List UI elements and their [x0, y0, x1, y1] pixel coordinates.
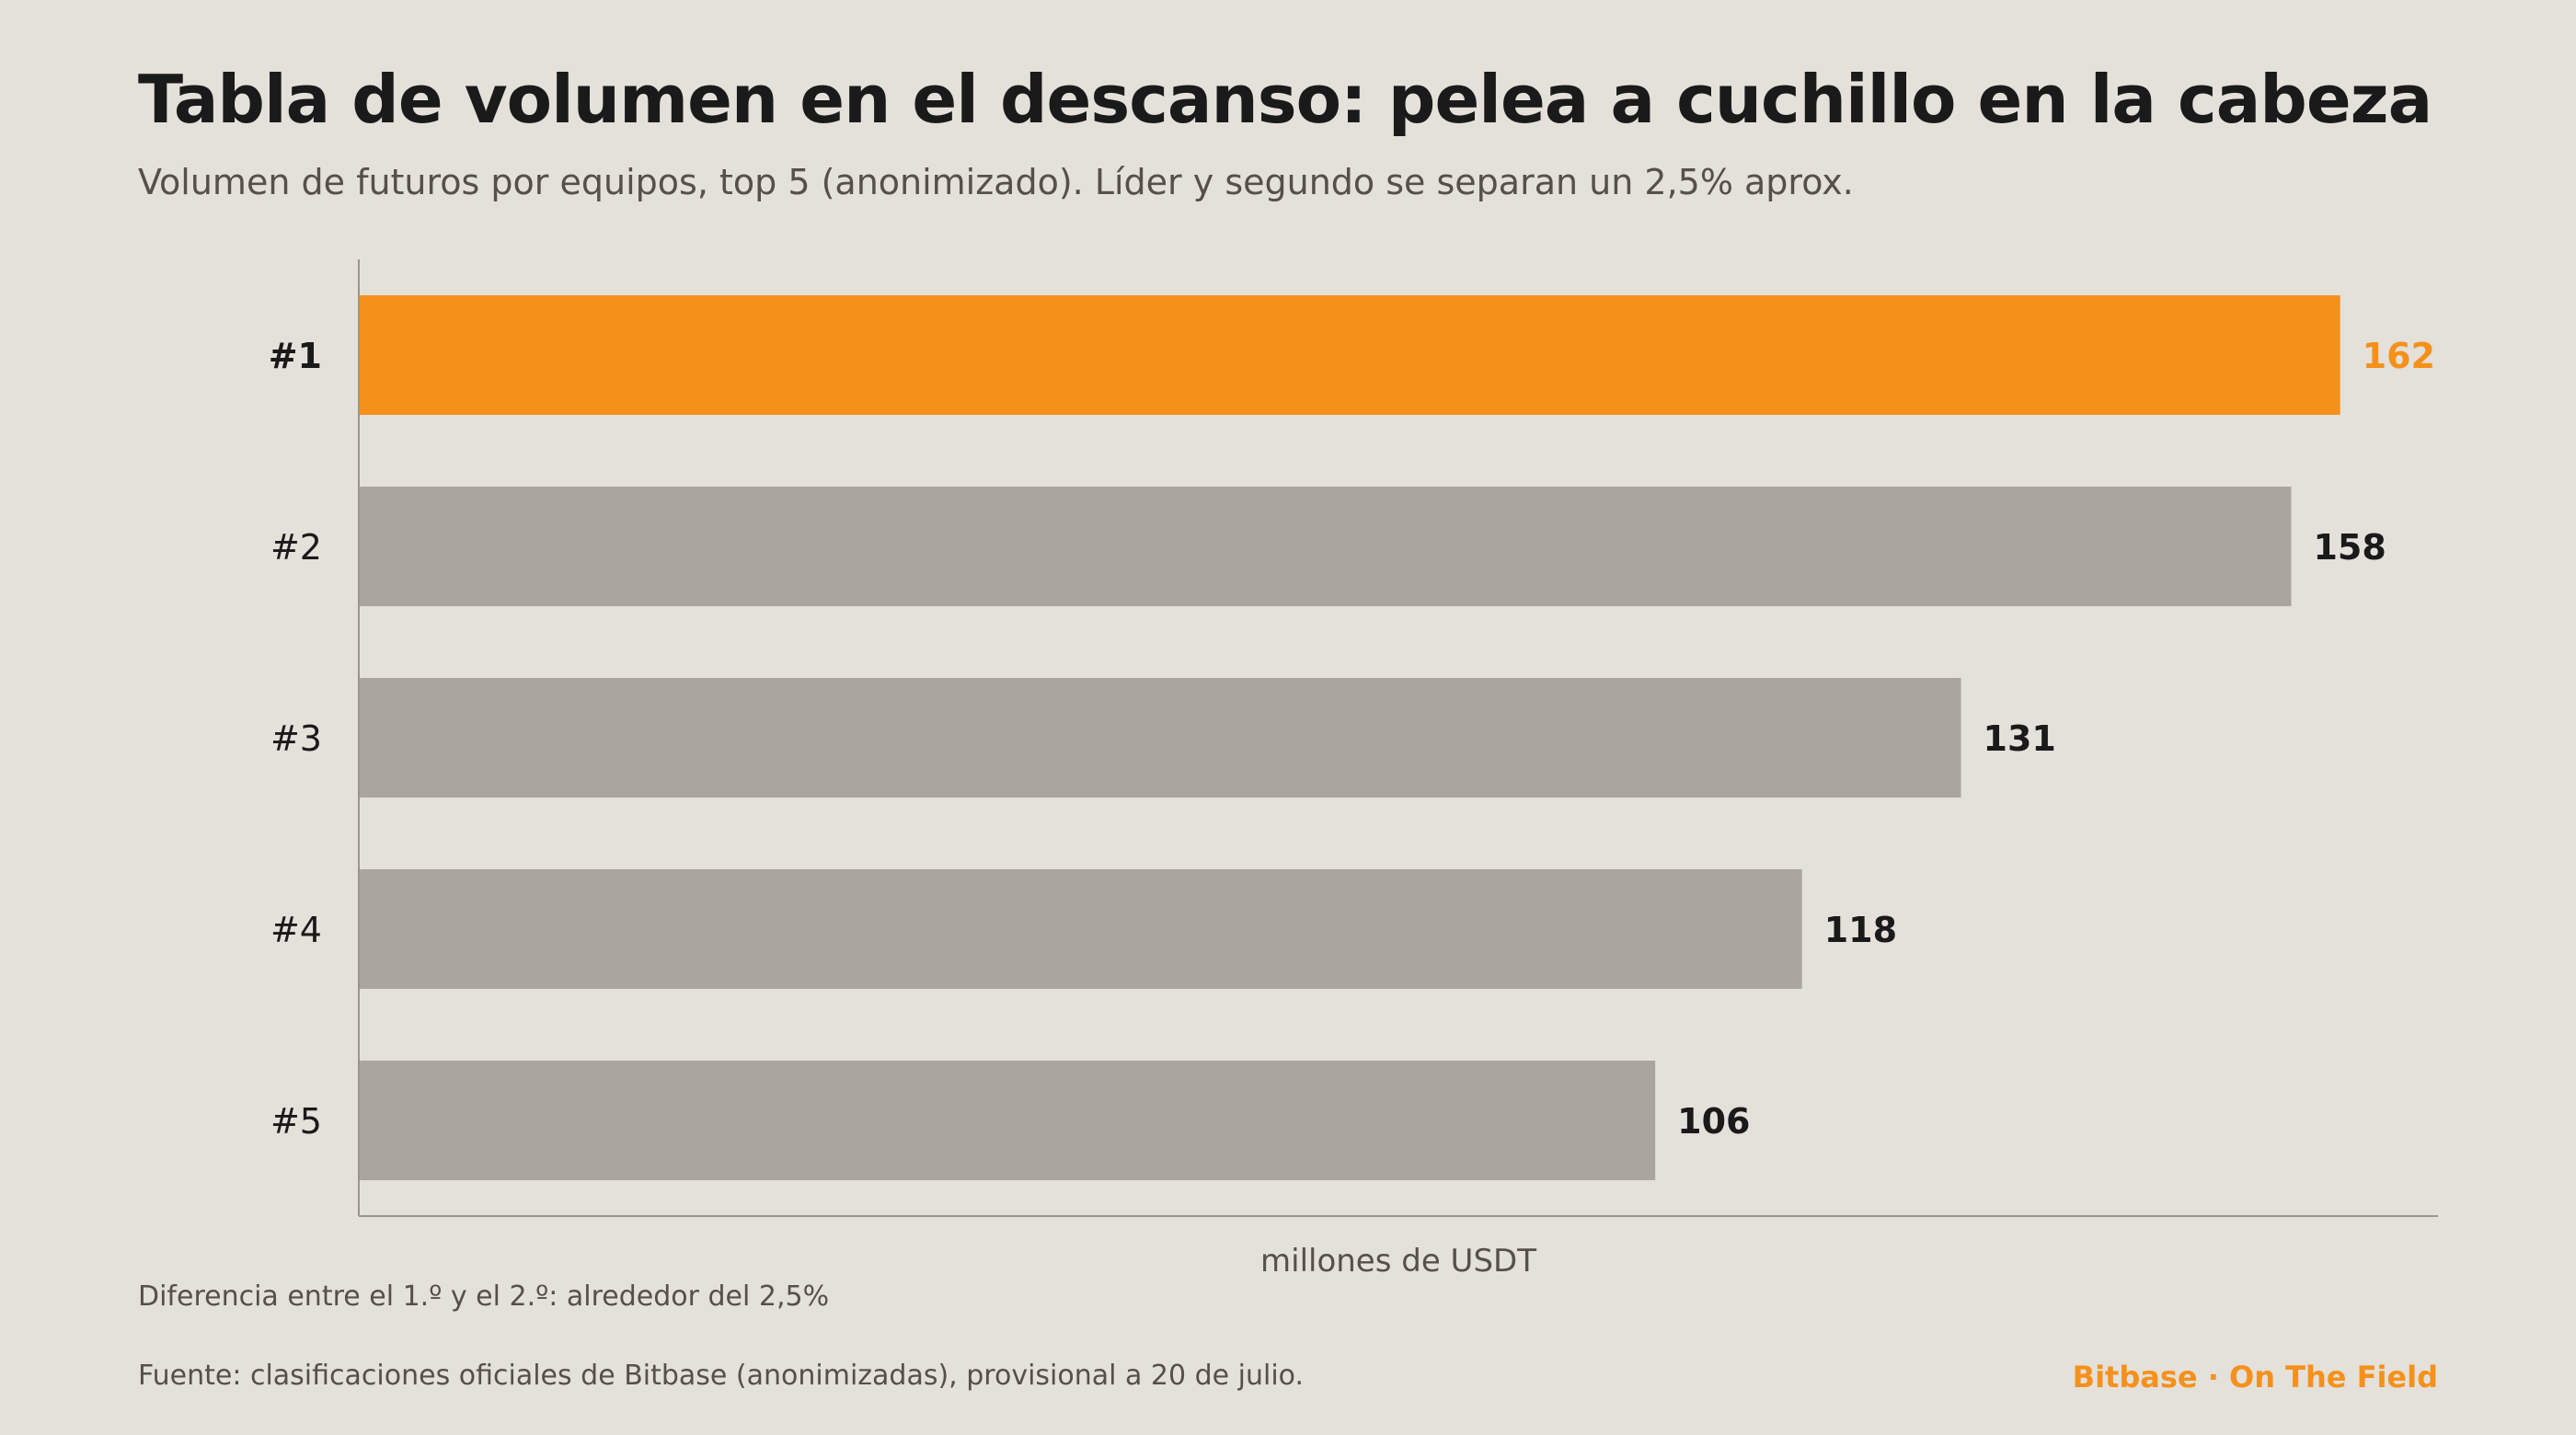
bar-2: [359, 487, 2292, 606]
bar-1: [359, 295, 2340, 415]
category-label-5: #5: [270, 1101, 322, 1142]
value-label-3: 131: [1984, 718, 2056, 759]
category-label-4: #4: [270, 910, 322, 950]
bar-chart: #1 162 #2 158 #3 131 #4 118 #5 106 millones de USD…: [269, 259, 2438, 1280]
value-label-5: 106: [1677, 1101, 1750, 1142]
chart-subtitle: Volumen de futuros por equipos, top 5 (a…: [138, 162, 1854, 202]
category-label-2: #2: [270, 527, 322, 568]
category-label-3: #3: [270, 718, 322, 759]
value-label-4: 118: [1824, 910, 1897, 950]
bar-3: [359, 678, 1961, 798]
source-note: Fuente: clasificaciones oficiales de Bit…: [138, 1360, 1305, 1392]
value-label-2: 158: [2313, 527, 2386, 568]
chart-title: Tabla de volumen en el descanso: pelea a…: [138, 61, 2432, 138]
footnote: Diferencia entre el 1.º y el 2.º: alrede…: [138, 1280, 830, 1313]
value-label-1: 162: [2363, 336, 2435, 376]
x-axis-label: millones de USDT: [1260, 1243, 1536, 1280]
category-label-1: #1: [269, 336, 322, 376]
bar-5: [359, 1061, 1656, 1180]
brand-label: Bitbase · On The Field: [2072, 1360, 2438, 1395]
bar-4: [359, 869, 1802, 989]
